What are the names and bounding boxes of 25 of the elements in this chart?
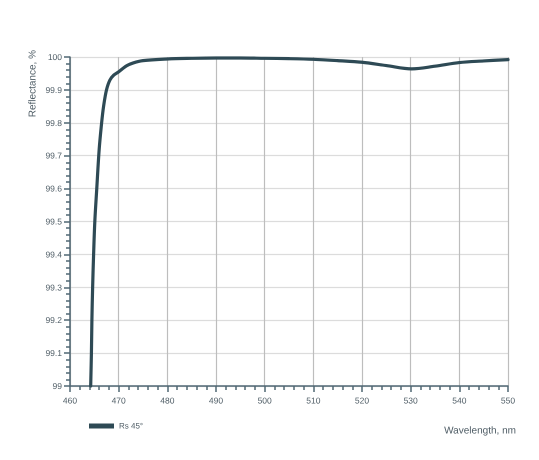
line-series — [89, 56, 510, 388]
y-tick-label: 99.5 — [45, 216, 62, 226]
x-tick-label: 490 — [208, 396, 224, 406]
x-tick-label: 550 — [500, 396, 516, 406]
y-tick-label: 99.4 — [45, 249, 62, 260]
y-tick-label: 99.6 — [45, 184, 62, 194]
x-tick-label: 460 — [62, 396, 78, 406]
x-axis-title: Wavelength, nm — [444, 426, 516, 436]
x-tick-label: 530 — [404, 396, 418, 406]
y-tick-label: 100 — [48, 52, 62, 62]
y-tick-label: 99.2 — [45, 315, 62, 326]
y-tick-label: 99.7 — [45, 150, 62, 161]
y-tick-label: 99.8 — [45, 118, 62, 128]
legend-label: Rs 45° — [119, 422, 144, 430]
y-tick-label: 99 — [52, 381, 62, 391]
x-tick-label: 540 — [452, 396, 467, 406]
y-axis-title: Reflectance, % — [28, 50, 38, 118]
x-tick-label: 510 — [306, 396, 321, 406]
y-tick-label: 99.9 — [45, 84, 62, 95]
x-tick-label: 470 — [112, 396, 126, 406]
y-tick-label: 99.1 — [45, 348, 62, 358]
x-tick-label: 480 — [160, 396, 175, 406]
x-tick-label: 500 — [258, 396, 272, 406]
x-tick-label: 520 — [354, 396, 370, 406]
y-tick-label: 99.3 — [45, 282, 62, 292]
